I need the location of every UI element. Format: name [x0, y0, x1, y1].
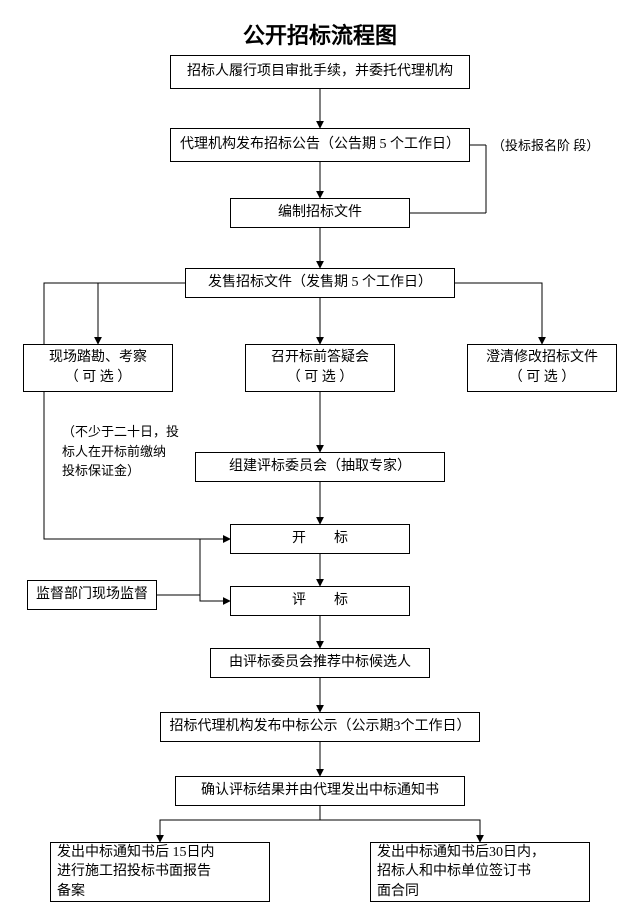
flow-node-n13b: 发出中标通知书后30日内， 招标人和中标单位签订书 面合同: [370, 842, 590, 902]
flow-node-n5c: 澄清修改招标文件 （ 可 选 ）: [467, 344, 617, 392]
flow-node-n5a: 现场踏勘、考察 （ 可 选 ）: [23, 344, 173, 392]
flow-node-n12: 确认评标结果并由代理发出中标通知书: [175, 776, 465, 806]
flow-node-n5b: 召开标前答疑会 （ 可 选 ）: [245, 344, 395, 392]
flow-node-n3: 编制招标文件: [230, 198, 410, 228]
flow-node-n7: 开 标: [230, 524, 410, 554]
flow-node-n4: 发售招标文件（发售期 5 个工作日）: [185, 268, 455, 298]
flow-node-n2: 代理机构发布招标公告（公告期 5 个工作日）: [170, 128, 470, 162]
flow-node-n10: 由评标委员会推荐中标候选人: [210, 648, 430, 678]
page-title: 公开招标流程图: [0, 18, 640, 50]
flow-node-n9: 评 标: [230, 586, 410, 616]
flow-node-n1: 招标人履行项目审批手续，并委托代理机构: [170, 55, 470, 89]
annotation-a2: （不少于二十日，投 标人在开标前缴纳 投标保证金）: [62, 422, 179, 481]
flow-node-n8: 监督部门现场监督: [27, 580, 157, 610]
flow-node-n11: 招标代理机构发布中标公示（公示期3个工作日）: [160, 712, 480, 742]
annotation-a1: （投标报名阶 段）: [492, 136, 599, 156]
flow-node-n13a: 发出中标通知书后 15日内 进行施工招投标书面报告 备案: [50, 842, 270, 902]
flow-node-n6: 组建评标委员会（抽取专家）: [195, 452, 445, 482]
